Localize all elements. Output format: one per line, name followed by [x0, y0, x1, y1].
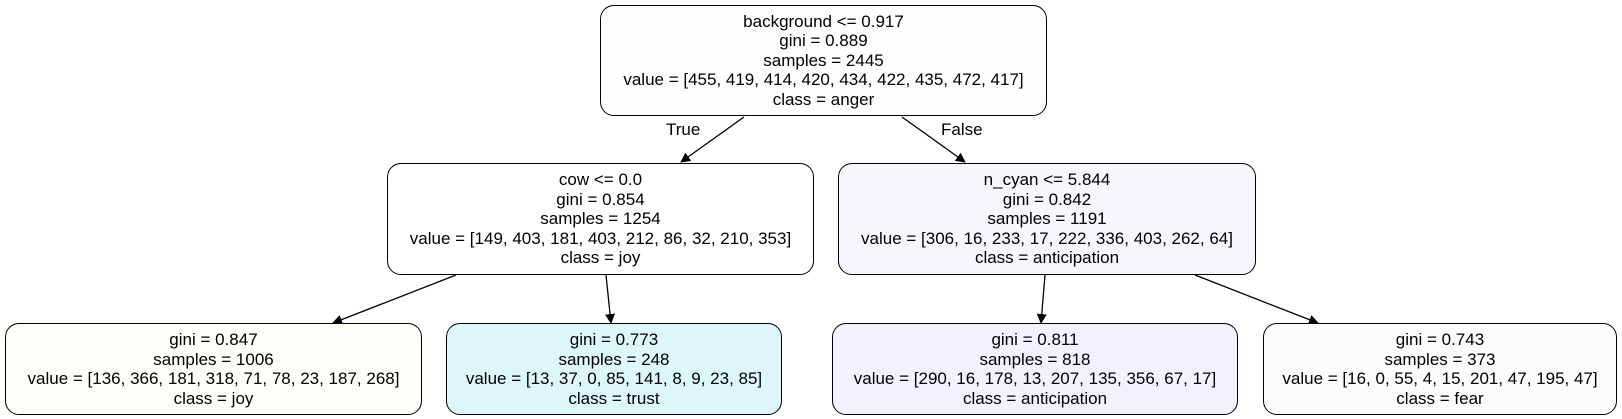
node-gini: gini = 0.743: [1395, 330, 1485, 349]
node-class: class = anticipation: [962, 388, 1108, 408]
node-gini: gini = 0.811: [991, 330, 1079, 349]
node-samples: samples = 2445: [763, 50, 884, 70]
node-class: class = trust: [568, 388, 660, 408]
edge-root-left: [680, 116, 745, 163]
node-class: class = joy: [173, 388, 254, 408]
tree-node-right: n_cyan <= 5.844 gini = 0.842 samples = 1…: [838, 163, 1256, 275]
node-class: class = fear: [1396, 388, 1484, 408]
node-gini: gini = 0.773: [569, 330, 659, 349]
node-samples: samples = 818: [979, 349, 1091, 369]
node-gini: gini = 0.889: [779, 31, 868, 51]
node-value: value = [290, 16, 178, 13, 207, 135, 356…: [853, 369, 1217, 388]
node-value: value = [149, 403, 181, 403, 212, 86, 32…: [409, 228, 792, 248]
edge-right-rl: [1036, 274, 1047, 324]
edge-right-rr: [1194, 274, 1319, 325]
node-split: n_cyan <= 5.844: [983, 170, 1111, 190]
node-samples: samples = 1254: [540, 209, 661, 229]
node-class: class = joy: [560, 248, 641, 268]
tree-node-root: background <= 0.917 gini = 0.889 samples…: [600, 5, 1047, 116]
node-samples: samples = 1191: [987, 209, 1107, 229]
edge-left-ll: [332, 274, 457, 325]
node-value: value = [306, 16, 233, 17, 222, 336, 403…: [861, 228, 1233, 248]
node-split: background <= 0.917: [743, 11, 904, 31]
node-gini: gini = 0.847: [169, 330, 258, 349]
node-split: cow <= 0.0: [558, 170, 643, 190]
tree-node-left: cow <= 0.0 gini = 0.854 samples = 1254 v…: [387, 163, 814, 275]
node-gini: gini = 0.854: [556, 189, 645, 209]
node-samples: samples = 248: [558, 349, 670, 369]
node-value: value = [136, 366, 181, 318, 71, 78, 23,…: [27, 369, 400, 388]
edge-label-true: True: [666, 120, 701, 139]
node-value: value = [16, 0, 55, 4, 15, 201, 47, 195,…: [1282, 369, 1598, 388]
node-samples: samples = 1006: [153, 349, 274, 369]
node-gini: gini = 0.842: [1002, 189, 1092, 209]
tree-leaf-rl: gini = 0.811 samples = 818 value = [290,…: [832, 323, 1238, 415]
edge-left-lr: [605, 274, 616, 324]
node-value: value = [455, 419, 414, 420, 434, 422, 4…: [623, 70, 1024, 90]
node-samples: samples = 373: [1384, 349, 1496, 369]
tree-leaf-rr: gini = 0.743 samples = 373 value = [16, …: [1263, 323, 1617, 415]
tree-leaf-lr: gini = 0.773 samples = 248 value = [13, …: [446, 323, 782, 415]
edge-root-right: [901, 116, 966, 163]
node-class: class = anticipation: [974, 248, 1120, 268]
node-value: value = [13, 37, 0, 85, 141, 8, 9, 23, 8…: [465, 369, 763, 388]
edge-label-false: False: [941, 120, 983, 139]
tree-leaf-ll: gini = 0.847 samples = 1006 value = [136…: [5, 323, 422, 415]
node-class: class = anger: [772, 89, 875, 109]
